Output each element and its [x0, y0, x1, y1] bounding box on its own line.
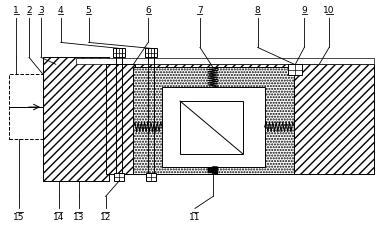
- Text: 5: 5: [86, 6, 92, 15]
- Text: 12: 12: [100, 212, 111, 221]
- Bar: [146, 173, 156, 181]
- Text: 15: 15: [13, 212, 25, 221]
- Text: 6: 6: [146, 6, 151, 15]
- Text: 14: 14: [53, 212, 65, 221]
- Bar: [9, 75, 43, 139]
- Text: 11: 11: [189, 212, 201, 221]
- Text: 9: 9: [301, 6, 307, 15]
- Text: 1: 1: [13, 6, 19, 15]
- Bar: [133, 68, 295, 174]
- Bar: [162, 88, 264, 167]
- Text: 10: 10: [323, 6, 335, 15]
- Bar: [114, 49, 126, 58]
- Bar: [288, 65, 302, 76]
- Text: 3: 3: [38, 6, 44, 15]
- Text: 7: 7: [197, 6, 203, 15]
- Bar: [145, 49, 157, 58]
- Text: 2: 2: [26, 6, 32, 15]
- Bar: [76, 59, 374, 65]
- Text: 4: 4: [58, 6, 64, 15]
- Text: 8: 8: [255, 6, 261, 15]
- Bar: [180, 102, 243, 154]
- Text: 13: 13: [73, 212, 84, 221]
- Bar: [76, 65, 374, 174]
- Bar: [114, 173, 124, 181]
- Bar: [105, 65, 136, 174]
- Bar: [43, 58, 109, 181]
